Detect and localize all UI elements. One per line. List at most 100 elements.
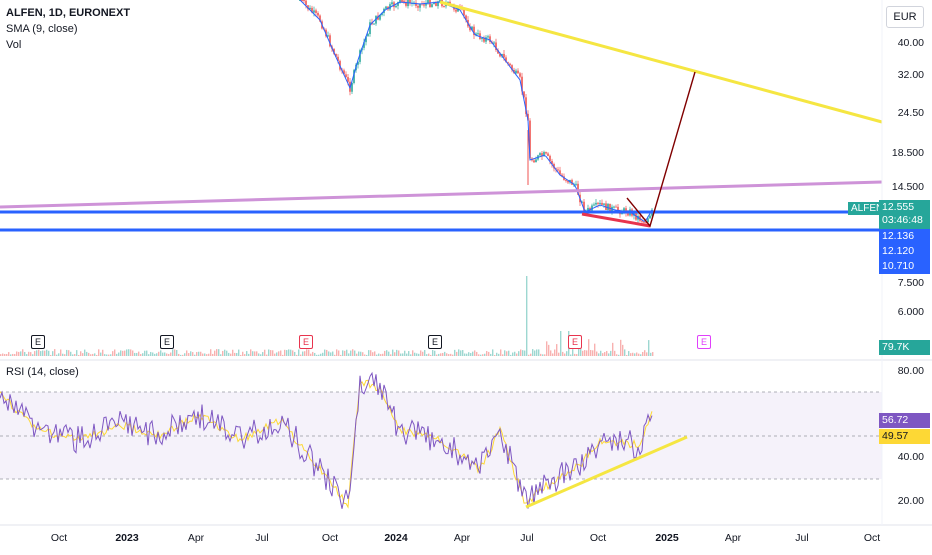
volume-bar — [110, 354, 112, 356]
volume-bar — [594, 343, 596, 356]
candle-body — [481, 38, 483, 40]
candle-body — [591, 205, 593, 211]
time-tick: 2024 — [384, 532, 408, 544]
volume-bar — [338, 350, 340, 356]
volume-bar — [308, 349, 310, 356]
candle-body — [497, 50, 499, 54]
candle-body — [535, 159, 537, 163]
candle-body — [351, 82, 353, 92]
earnings-marker[interactable]: E — [31, 335, 45, 349]
volume-bar — [18, 351, 20, 356]
volume-bar — [30, 352, 32, 356]
currency-selector[interactable]: EUR — [886, 6, 924, 28]
volume-bar — [484, 353, 486, 356]
volume-bar — [12, 353, 14, 356]
volume-bar — [234, 352, 236, 356]
candle-body — [313, 10, 315, 13]
volume-bar — [444, 351, 446, 356]
volume-bar — [340, 354, 342, 356]
candle-body — [583, 201, 585, 213]
volume-bar — [508, 350, 510, 356]
volume-bar — [648, 340, 650, 356]
volume-bar — [502, 354, 504, 356]
volume-bar — [610, 350, 612, 356]
volume-legend[interactable]: Vol — [6, 39, 22, 51]
volume-bar — [518, 351, 520, 356]
volume-bar — [388, 351, 390, 356]
time-tick: Oct — [863, 532, 881, 544]
volume-bar — [48, 350, 50, 356]
volume-bar — [76, 350, 78, 356]
volume-bar — [534, 350, 536, 356]
earnings-marker[interactable]: E — [160, 335, 174, 349]
volume-bar — [188, 353, 190, 356]
candle-body — [613, 206, 615, 208]
sma-legend[interactable]: SMA (9, close) — [6, 23, 78, 35]
volume-bar — [440, 353, 442, 356]
symbol-legend[interactable]: ALFEN, 1D, EURONEXT — [6, 7, 131, 19]
volume-bar — [452, 354, 454, 356]
rsi-tick: 80.00 — [897, 365, 924, 377]
volume-bar — [42, 350, 44, 356]
earnings-marker[interactable]: E — [299, 335, 313, 349]
volume-bar — [420, 350, 422, 356]
volume-bar — [276, 352, 278, 356]
volume-bar — [118, 352, 120, 356]
candle-body — [647, 218, 649, 223]
volume-bar — [314, 352, 316, 356]
volume-bar — [92, 353, 94, 356]
earnings-marker[interactable]: E — [428, 335, 442, 349]
wedge-support — [581, 212, 651, 228]
candle-body — [443, 6, 445, 8]
volume-bar — [154, 353, 156, 356]
volume-bar — [318, 354, 320, 356]
volume-bar — [160, 350, 162, 356]
volume-bar — [228, 352, 230, 356]
volume-bar — [150, 351, 152, 356]
volume-bar — [124, 350, 126, 356]
candle-body — [521, 76, 523, 92]
candle-body — [649, 215, 651, 219]
volume-bar — [274, 353, 276, 356]
volume-bar — [590, 349, 592, 356]
candle-body — [455, 9, 457, 12]
volume-bar — [132, 350, 134, 356]
candle-body — [315, 10, 317, 13]
volume-bar — [630, 353, 632, 356]
volume-bar — [140, 354, 142, 356]
volume-bar — [52, 351, 54, 356]
volume-bar — [464, 353, 466, 356]
volume-bar — [350, 350, 352, 356]
volume-bar — [64, 354, 66, 356]
volume-bar — [168, 353, 170, 356]
volume-bar — [582, 350, 584, 356]
earnings-marker[interactable]: E — [568, 335, 582, 349]
candle-body — [503, 53, 505, 58]
volume-bar — [478, 354, 480, 356]
volume-bar — [294, 351, 296, 356]
volume-bar — [576, 354, 578, 356]
volume-bar — [264, 349, 266, 356]
volume-bar — [148, 354, 150, 356]
candle-body — [545, 152, 547, 154]
volume-bar — [528, 354, 530, 356]
candle-body — [373, 23, 375, 25]
volume-bar — [510, 354, 512, 356]
volume-bar — [608, 353, 610, 356]
volume-bar — [176, 350, 178, 356]
volume-bar — [126, 349, 128, 356]
volume-bar — [434, 350, 436, 356]
volume-bar — [554, 349, 556, 356]
volume-bar — [202, 353, 204, 356]
candle-body — [439, 0, 441, 2]
volume-bar — [134, 352, 136, 356]
volume-bar — [470, 353, 472, 356]
rsi-legend[interactable]: RSI (14, close) — [6, 366, 79, 378]
volume-bar — [286, 350, 288, 356]
earnings-marker[interactable]: E — [697, 335, 711, 349]
volume-bar — [80, 351, 82, 356]
volume-bar — [352, 349, 354, 356]
volume-bar — [2, 353, 4, 356]
